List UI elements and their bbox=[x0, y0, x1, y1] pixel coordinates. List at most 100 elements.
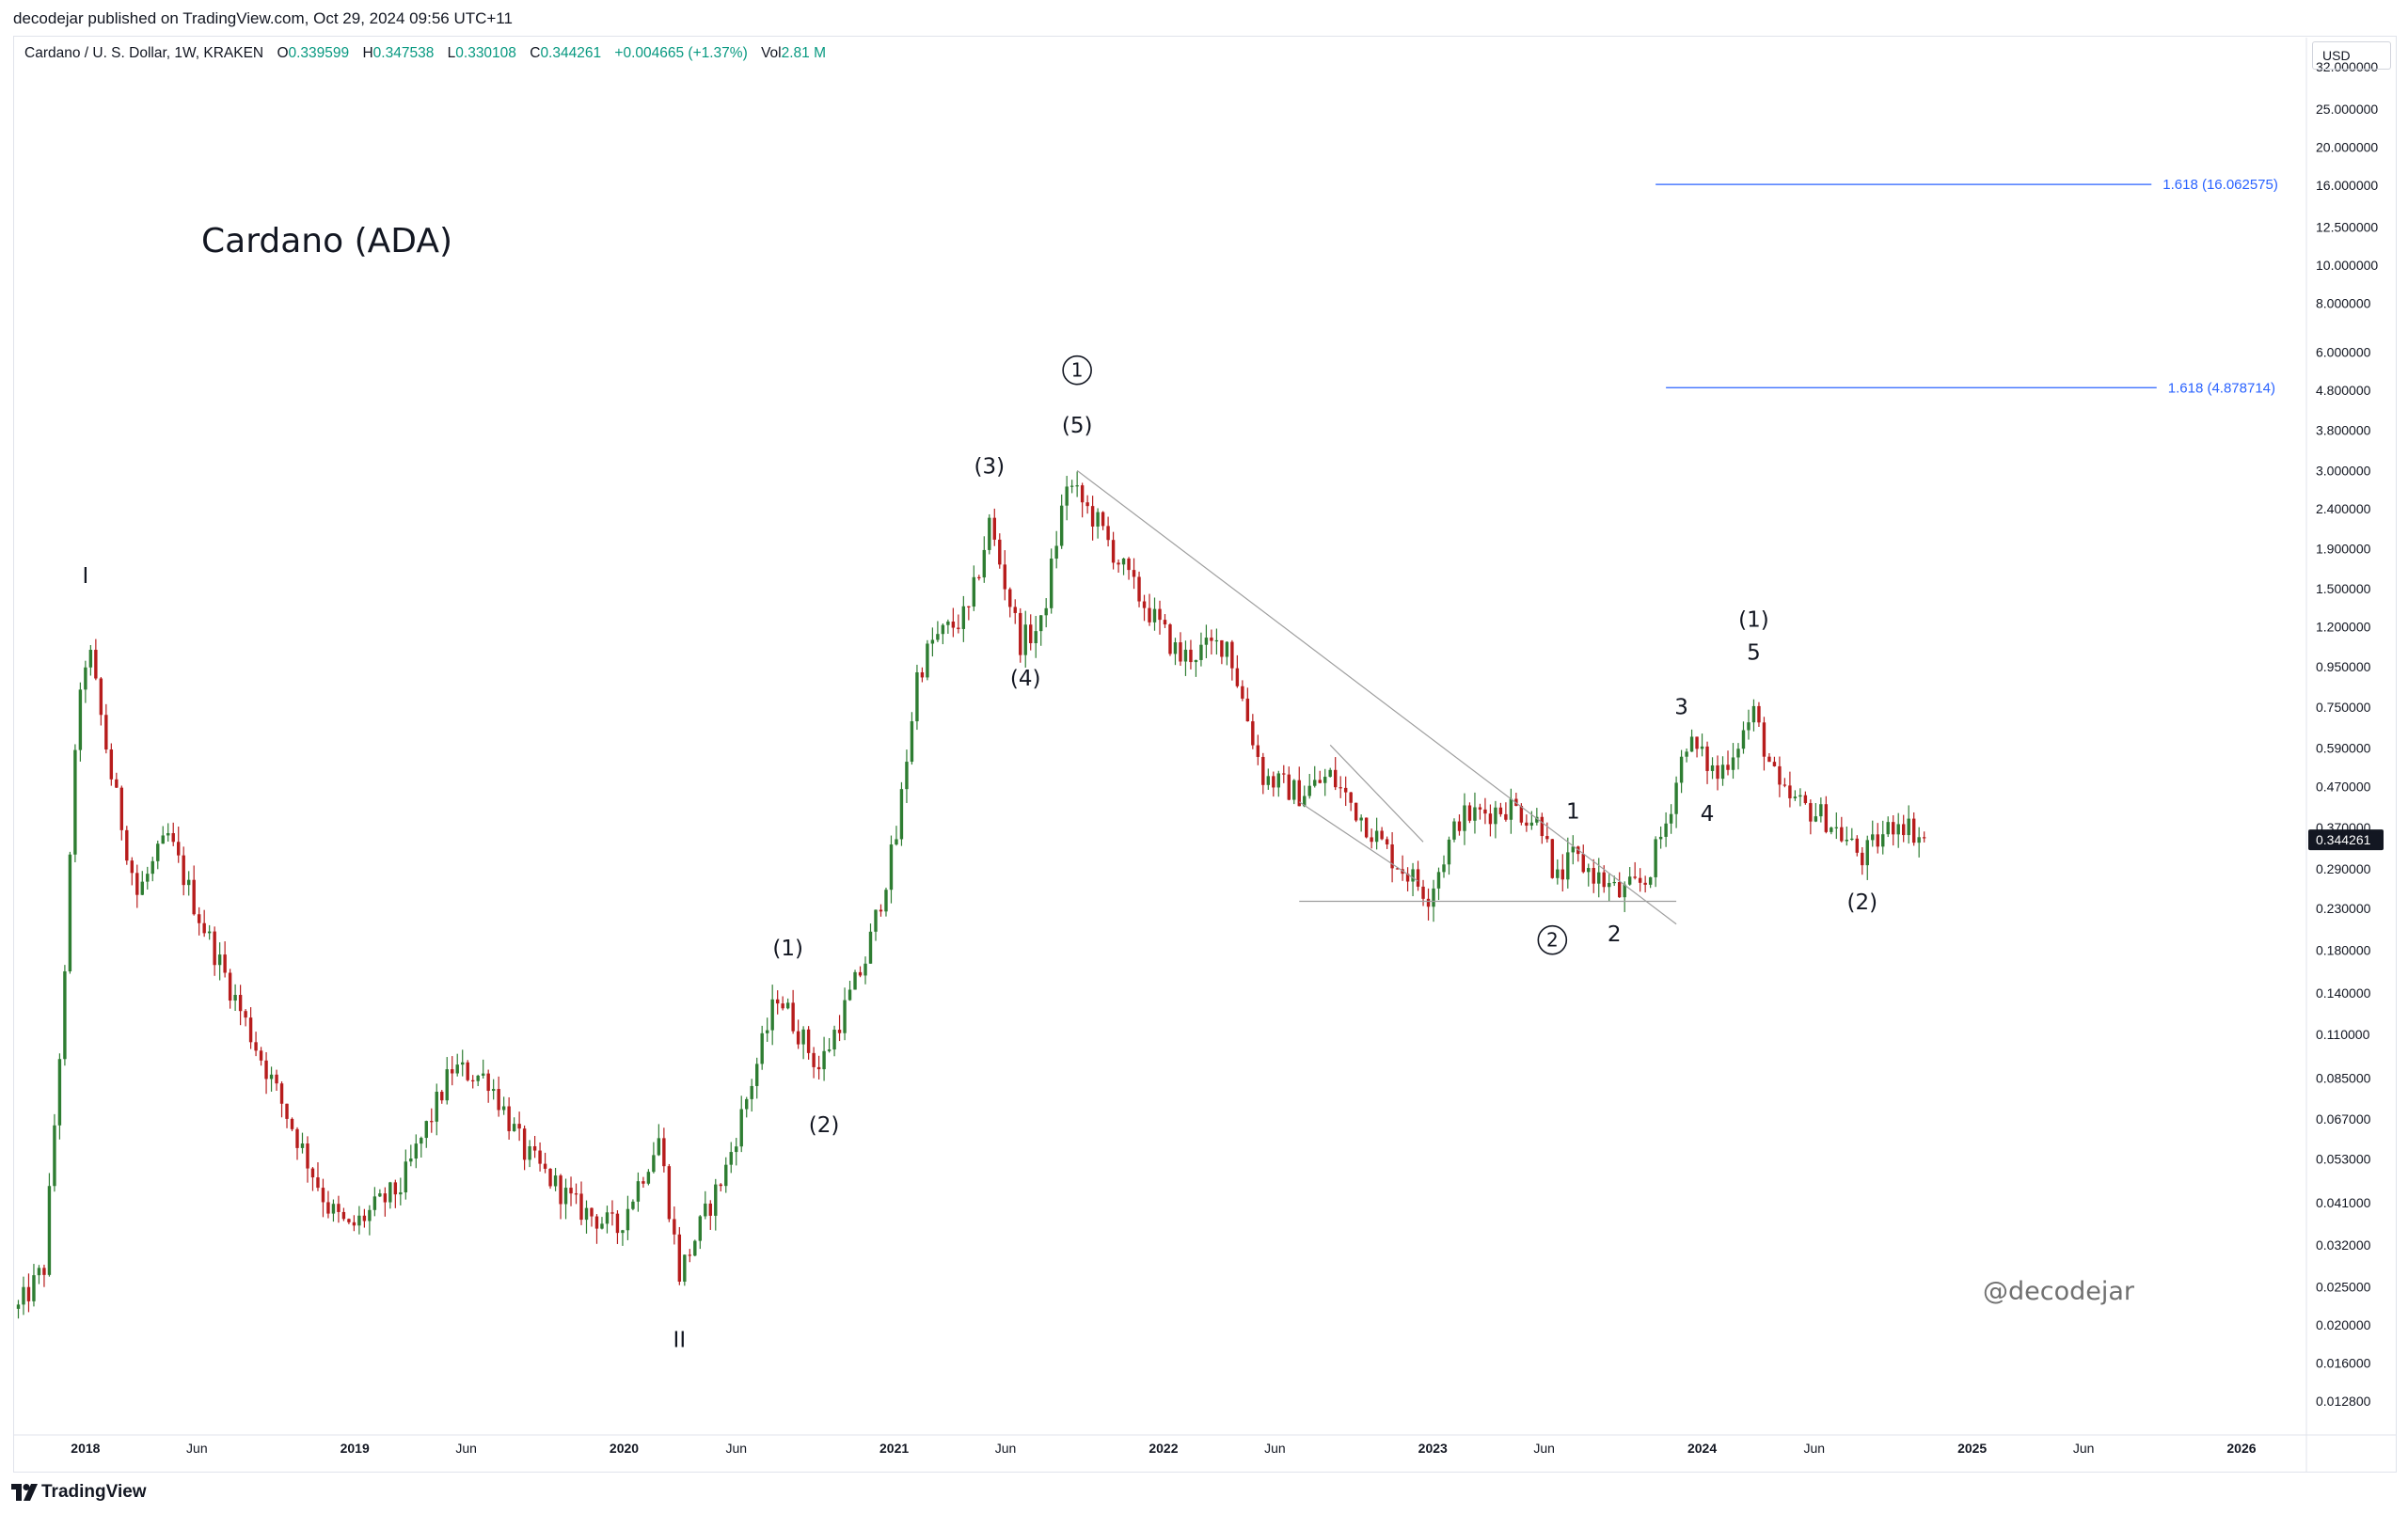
currency-button[interactable]: USD bbox=[2312, 41, 2391, 70]
candle-body bbox=[1772, 762, 1777, 766]
candle-body bbox=[574, 1193, 578, 1195]
candle-body bbox=[1261, 756, 1265, 785]
candle-body bbox=[1710, 764, 1715, 771]
chart-frame[interactable] bbox=[13, 36, 2397, 1473]
candle-body bbox=[806, 1029, 811, 1053]
candle-body bbox=[812, 1052, 816, 1067]
candle-body bbox=[998, 539, 1002, 565]
candles bbox=[16, 471, 1926, 1319]
candle-body bbox=[1189, 649, 1193, 663]
candle-body bbox=[1519, 806, 1524, 823]
time-tick-label: Jun bbox=[1533, 1441, 1555, 1456]
candle-body bbox=[868, 931, 873, 964]
candle-body bbox=[1529, 822, 1534, 826]
candle-body bbox=[16, 1304, 21, 1309]
candle-body bbox=[724, 1164, 728, 1187]
wave-label: (2) bbox=[809, 1113, 840, 1138]
candle-body bbox=[1623, 884, 1626, 898]
candle-body bbox=[63, 970, 67, 1060]
price-tick-label: 0.016000 bbox=[2316, 1356, 2371, 1371]
candle-body bbox=[1658, 836, 1663, 840]
price-tick-label: 4.800000 bbox=[2316, 383, 2371, 398]
candle-body bbox=[26, 1286, 31, 1301]
candle-body bbox=[1876, 834, 1879, 847]
time-tick-label: Jun bbox=[455, 1441, 477, 1456]
candle-body bbox=[383, 1193, 388, 1203]
time-tick-label: 2019 bbox=[341, 1441, 370, 1456]
price-tick-label: 0.025000 bbox=[2316, 1280, 2371, 1295]
candle-body bbox=[972, 576, 976, 607]
candle-body bbox=[171, 833, 175, 843]
candle-body bbox=[677, 1234, 682, 1282]
wave-label: 1 bbox=[1071, 359, 1084, 382]
candle-body bbox=[1463, 805, 1466, 831]
candle-body bbox=[1716, 764, 1719, 780]
candle-body bbox=[213, 931, 216, 966]
candle-body bbox=[889, 844, 894, 890]
candle-body bbox=[1405, 874, 1410, 882]
published-info: decodejar published on TradingView.com, … bbox=[13, 9, 513, 27]
time-tick-label: 2022 bbox=[1149, 1441, 1178, 1456]
candle-body bbox=[341, 1211, 346, 1220]
candle-body bbox=[37, 1268, 41, 1276]
candle-body bbox=[1251, 721, 1255, 746]
candle-body bbox=[910, 721, 914, 763]
candle-body bbox=[1581, 854, 1585, 873]
candle-body bbox=[704, 1203, 707, 1217]
price-tick-label: 1.200000 bbox=[2316, 620, 2371, 635]
candle-body bbox=[884, 890, 888, 912]
candle-body bbox=[1426, 898, 1431, 907]
candle-body bbox=[476, 1075, 480, 1081]
high-value: 0.347538 bbox=[372, 45, 435, 61]
candle-body bbox=[693, 1240, 697, 1256]
candle-body bbox=[626, 1208, 630, 1231]
symbol-name[interactable]: Cardano / U. S. Dollar, 1W, KRAKEN bbox=[24, 45, 264, 61]
candle-body bbox=[1008, 589, 1012, 607]
candle-body bbox=[1633, 876, 1637, 878]
candle-body bbox=[760, 1032, 764, 1064]
candle-body bbox=[491, 1089, 496, 1092]
price-tick-label: 0.590000 bbox=[2316, 740, 2371, 755]
candle-body bbox=[1608, 882, 1611, 888]
candle-body bbox=[832, 1030, 836, 1050]
candle-body bbox=[631, 1201, 635, 1209]
candle-body bbox=[1266, 776, 1271, 785]
candle-body bbox=[992, 517, 996, 540]
candle-body bbox=[1023, 624, 1027, 655]
candle-body bbox=[905, 762, 909, 790]
candle-body bbox=[1411, 869, 1415, 882]
price-tick-label: 3.000000 bbox=[2316, 463, 2371, 478]
candle-body bbox=[615, 1213, 620, 1234]
last-price-badge bbox=[2308, 829, 2384, 851]
candle-body bbox=[352, 1221, 356, 1226]
candle-body bbox=[42, 1268, 46, 1275]
candle-body bbox=[1617, 881, 1622, 898]
candle-body bbox=[1049, 559, 1054, 608]
candle-body bbox=[424, 1121, 428, 1139]
candle-body bbox=[1106, 526, 1110, 541]
candle-body bbox=[1158, 608, 1162, 621]
candle-body bbox=[895, 839, 898, 845]
candle-body bbox=[1845, 839, 1849, 842]
candle-body bbox=[1370, 837, 1373, 843]
time-tick-label: Jun bbox=[1803, 1441, 1825, 1456]
price-tick-label: 0.230000 bbox=[2316, 901, 2371, 916]
candle-body bbox=[125, 829, 129, 861]
high-label: H bbox=[362, 45, 373, 61]
candle-body bbox=[104, 715, 108, 750]
candle-body bbox=[1855, 838, 1859, 853]
candle-body bbox=[388, 1182, 392, 1203]
time-tick-label: Jun bbox=[1264, 1441, 1286, 1456]
candle-body bbox=[548, 1168, 552, 1187]
candle-body bbox=[399, 1192, 403, 1195]
price-tick-label: 0.012800 bbox=[2316, 1394, 2371, 1409]
candle-body bbox=[166, 833, 170, 836]
candle-body bbox=[1390, 844, 1394, 869]
candle-body bbox=[1751, 705, 1756, 723]
candle-body bbox=[1767, 756, 1771, 763]
candle-body bbox=[1840, 827, 1844, 842]
price-tick-label: 32.000000 bbox=[2316, 59, 2378, 74]
candle-body bbox=[512, 1124, 516, 1131]
candle-body bbox=[445, 1069, 449, 1101]
